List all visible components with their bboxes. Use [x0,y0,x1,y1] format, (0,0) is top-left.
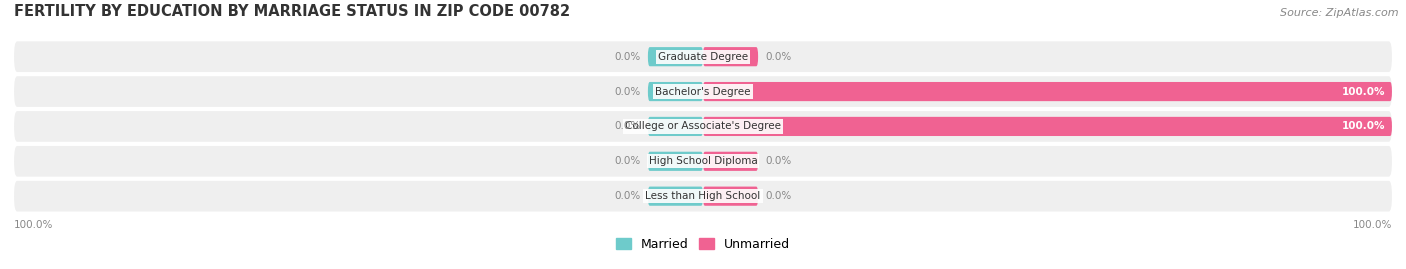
Text: 0.0%: 0.0% [614,121,641,132]
Text: Less than High School: Less than High School [645,191,761,201]
FancyBboxPatch shape [14,181,1392,211]
Text: 0.0%: 0.0% [765,156,792,166]
Text: 0.0%: 0.0% [614,191,641,201]
FancyBboxPatch shape [648,187,703,206]
FancyBboxPatch shape [648,47,703,66]
FancyBboxPatch shape [703,152,758,171]
FancyBboxPatch shape [14,76,1392,107]
Text: Graduate Degree: Graduate Degree [658,52,748,62]
Text: 0.0%: 0.0% [614,87,641,97]
Text: 0.0%: 0.0% [614,52,641,62]
FancyBboxPatch shape [14,146,1392,177]
FancyBboxPatch shape [703,117,1392,136]
Text: FERTILITY BY EDUCATION BY MARRIAGE STATUS IN ZIP CODE 00782: FERTILITY BY EDUCATION BY MARRIAGE STATU… [14,4,571,19]
Text: 0.0%: 0.0% [614,156,641,166]
Text: College or Associate's Degree: College or Associate's Degree [626,121,780,132]
FancyBboxPatch shape [14,41,1392,72]
Text: 100.0%: 100.0% [1341,87,1385,97]
Text: Source: ZipAtlas.com: Source: ZipAtlas.com [1281,8,1399,18]
Text: 0.0%: 0.0% [765,52,792,62]
FancyBboxPatch shape [648,117,703,136]
FancyBboxPatch shape [648,152,703,171]
FancyBboxPatch shape [703,82,1392,101]
Text: 100.0%: 100.0% [1353,220,1392,230]
Text: 100.0%: 100.0% [14,220,53,230]
Text: Bachelor's Degree: Bachelor's Degree [655,87,751,97]
FancyBboxPatch shape [703,47,758,66]
FancyBboxPatch shape [14,111,1392,142]
Text: 100.0%: 100.0% [1341,121,1385,132]
FancyBboxPatch shape [703,187,758,206]
Text: 0.0%: 0.0% [765,191,792,201]
FancyBboxPatch shape [648,82,703,101]
Legend: Married, Unmarried: Married, Unmarried [612,233,794,256]
Text: High School Diploma: High School Diploma [648,156,758,166]
